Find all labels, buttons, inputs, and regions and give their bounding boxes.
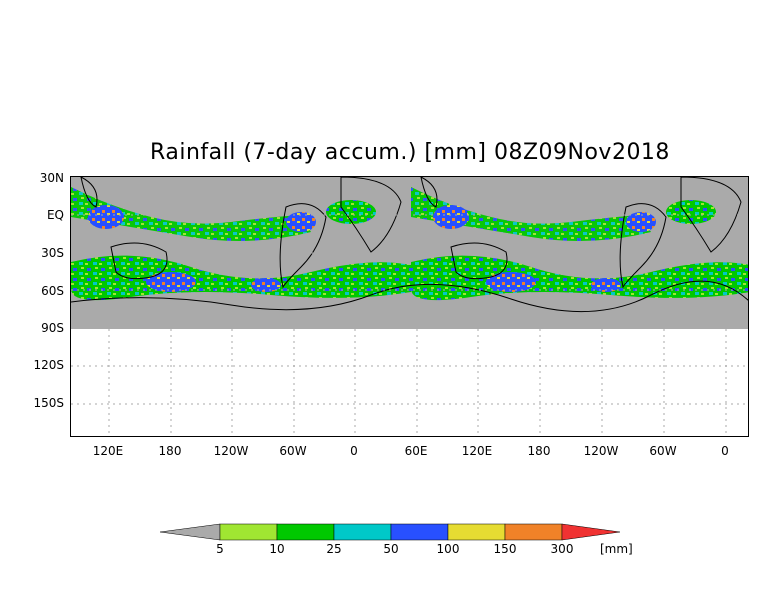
lat-label-60s: 60S xyxy=(4,284,64,298)
legend-label-300: 300 xyxy=(537,542,587,556)
legend-label-5: 5 xyxy=(195,542,245,556)
lat-label-150s: 150S xyxy=(4,396,64,410)
lat-label-eq: EQ xyxy=(4,208,64,222)
legend-unit: [mm] xyxy=(600,542,633,556)
lon-label-60w-1: 60W xyxy=(263,444,323,458)
lat-label-30n: 30N xyxy=(4,171,64,185)
lon-label-180-1: 180 xyxy=(140,444,200,458)
legend-label-100: 100 xyxy=(423,542,473,556)
lon-label-120e-2: 120E xyxy=(447,444,507,458)
lon-label-0-2: 0 xyxy=(695,444,755,458)
lon-label-180-2: 180 xyxy=(509,444,569,458)
legend-bar xyxy=(160,522,640,542)
lat-label-90s: 90S xyxy=(4,321,64,335)
legend-label-10: 10 xyxy=(252,542,302,556)
lon-label-60e: 60E xyxy=(386,444,446,458)
map-frame xyxy=(70,176,749,437)
legend-label-50: 50 xyxy=(366,542,416,556)
lat-label-30s: 30S xyxy=(4,246,64,260)
lon-label-120e-1: 120E xyxy=(78,444,138,458)
lon-label-120w-1: 120W xyxy=(201,444,261,458)
lat-label-120s: 120S xyxy=(4,358,64,372)
legend-label-150: 150 xyxy=(480,542,530,556)
map-canvas xyxy=(71,177,749,437)
lon-label-120w-2: 120W xyxy=(571,444,631,458)
map-title: Rainfall (7-day accum.) [mm] 08Z09Nov201… xyxy=(70,140,750,165)
legend-label-25: 25 xyxy=(309,542,359,556)
lon-label-60w-2: 60W xyxy=(633,444,693,458)
lon-label-0-1: 0 xyxy=(324,444,384,458)
